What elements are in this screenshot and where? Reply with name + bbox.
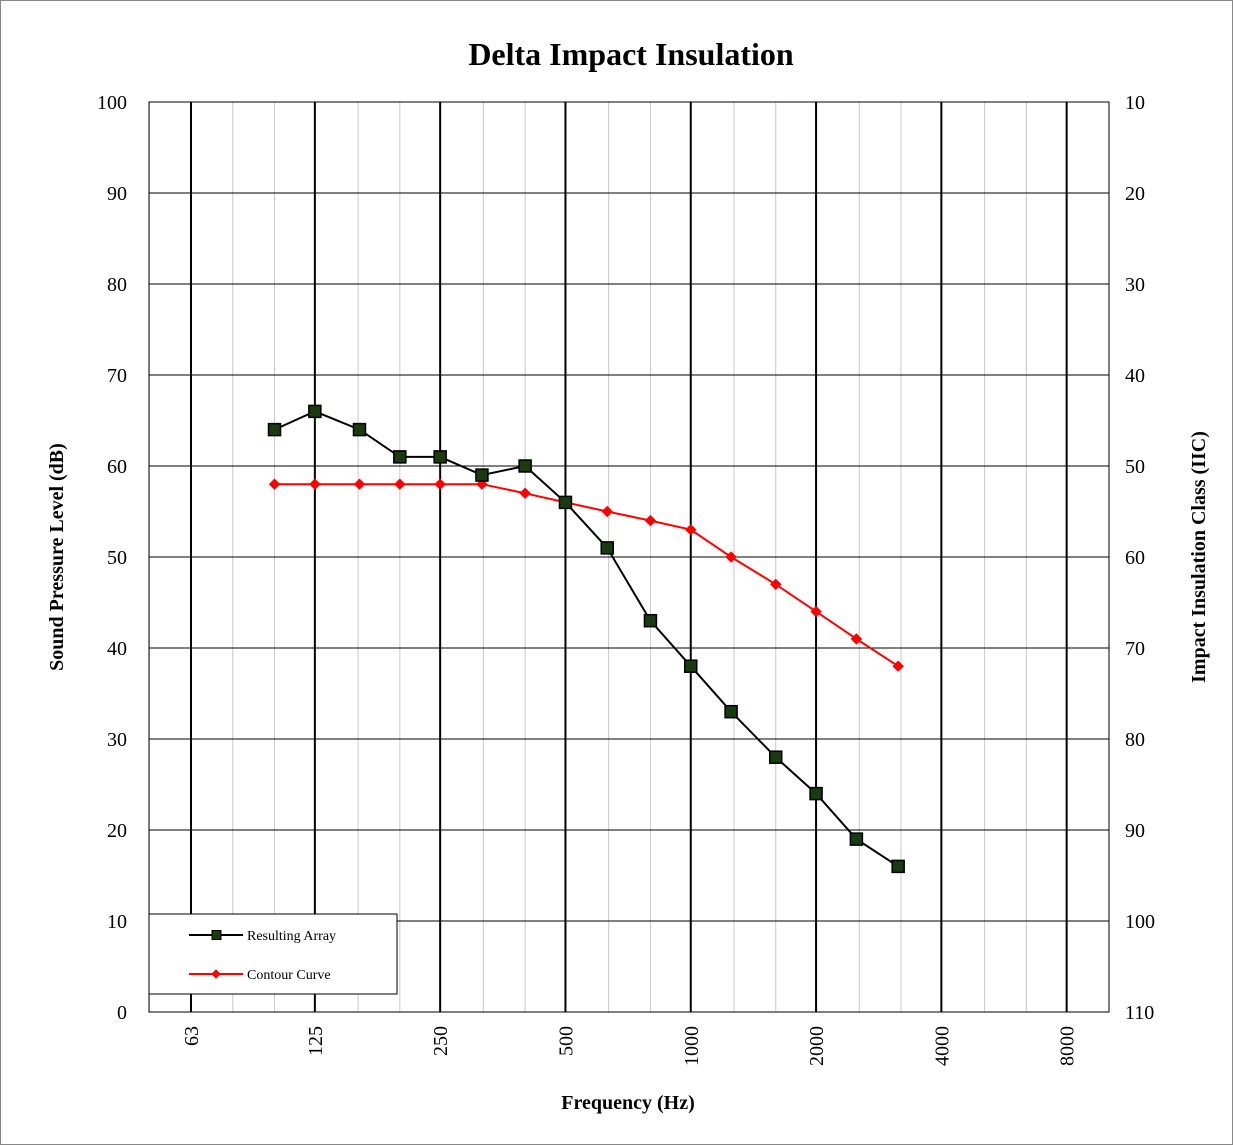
resulting-array-point <box>809 786 823 801</box>
y-tick-label: 100 <box>97 92 127 114</box>
resulting-array-point <box>267 422 282 437</box>
y-tick-label: 30 <box>107 729 127 751</box>
resulting-array-line <box>274 410 899 868</box>
y2-tick-label: 100 <box>1125 911 1155 933</box>
y2-tick-label: 110 <box>1125 1002 1154 1024</box>
contour-curve-point <box>770 578 782 591</box>
y-tick-label: 20 <box>107 820 127 842</box>
x-tick-label: 1000 <box>681 1026 703 1066</box>
series-contour-curve <box>268 478 904 672</box>
y2-tick-label: 30 <box>1125 274 1145 296</box>
resulting-array-point <box>768 750 783 764</box>
x-axis-title: Frequency (Hz) <box>561 1092 695 1114</box>
resulting-array-point <box>600 541 614 555</box>
y-tick-label: 0 <box>117 1002 127 1024</box>
y2-tick-label: 10 <box>1125 92 1145 114</box>
y2-axis-title: Impact Insulation Class (IIC) <box>1188 431 1210 683</box>
resulting-array-point <box>684 659 698 673</box>
resulting-array-point <box>643 613 658 628</box>
contour-curve-point <box>268 478 281 490</box>
y2-tick-label: 90 <box>1125 820 1145 842</box>
y-tick-label: 90 <box>107 183 127 205</box>
legend-box <box>148 913 398 995</box>
resulting-array-point <box>393 450 407 464</box>
contour-curve-point <box>309 478 321 490</box>
legend-swatch-marker <box>211 969 221 979</box>
x-tick-label: 63 <box>181 1026 203 1046</box>
y-axis-title: Sound Pressure Level (dB) <box>46 443 68 671</box>
y2-tick-label: 40 <box>1125 365 1145 387</box>
chart-title: Delta Impact Insulation <box>468 36 794 72</box>
y2-axis-tick-labels: 110 100 90 80 70 60 50 40 30 20 10 <box>1125 92 1155 1024</box>
legend-item-contour-curve: Contour Curve <box>189 968 331 983</box>
y-axis-tick-labels: 0 10 20 30 40 50 60 70 80 90 100 <box>97 92 127 1024</box>
contour-curve-point <box>644 514 657 527</box>
series-layer <box>267 404 905 874</box>
y2-tick-label: 70 <box>1125 638 1145 660</box>
y-tick-label: 10 <box>107 911 127 933</box>
y-tick-label: 80 <box>107 274 127 296</box>
contour-curve-point <box>601 505 613 518</box>
resulting-array-point <box>558 495 573 510</box>
resulting-array-point <box>891 859 905 874</box>
x-tick-label: 125 <box>305 1026 327 1056</box>
x-axis-tick-labels: 63 125 250 500 1000 2000 4000 8000 <box>181 1026 1079 1066</box>
y-tick-label: 70 <box>107 365 127 387</box>
contour-curve-point <box>810 605 822 618</box>
x-tick-label: 500 <box>555 1026 577 1056</box>
plot-area-border <box>148 101 1110 1013</box>
y2-tick-label: 80 <box>1125 729 1145 751</box>
y-tick-label: 40 <box>107 638 127 660</box>
legend: Resulting Array Contour Curve <box>148 913 398 995</box>
y-tick-label: 50 <box>107 547 127 569</box>
legend-label: Contour Curve <box>247 968 331 983</box>
x-tick-label: 4000 <box>931 1026 953 1066</box>
contour-curve-point <box>519 487 531 500</box>
x-tick-label: 250 <box>430 1026 452 1056</box>
legend-label: Resulting Array <box>247 929 336 944</box>
contour-curve-line <box>274 483 899 668</box>
resulting-array-point <box>475 468 489 482</box>
y2-tick-label: 60 <box>1125 547 1145 569</box>
legend-swatch-marker <box>211 930 222 940</box>
x-tick-label: 8000 <box>1057 1026 1079 1066</box>
contour-curve-point <box>850 633 863 645</box>
contour-curve-point <box>725 551 737 563</box>
contour-curve-point <box>434 478 446 490</box>
y2-tick-label: 50 <box>1125 456 1145 478</box>
resulting-array-point <box>308 404 322 419</box>
series-resulting-array <box>267 404 905 874</box>
resulting-array-point <box>352 422 367 437</box>
y2-tick-label: 20 <box>1125 183 1145 205</box>
x-tick-label: 2000 <box>806 1026 828 1066</box>
legend-item-resulting-array: Resulting Array <box>189 929 336 944</box>
resulting-array-point <box>849 832 864 846</box>
contour-curve-point <box>892 660 904 672</box>
resulting-array-point <box>433 450 447 464</box>
resulting-array-point <box>518 459 532 473</box>
major-gridlines <box>149 102 1109 1012</box>
resulting-array-point <box>724 704 738 719</box>
contour-curve-point <box>394 478 406 490</box>
contour-curve-point <box>685 523 697 536</box>
y-tick-label: 60 <box>107 456 127 478</box>
contour-curve-point <box>353 478 366 490</box>
